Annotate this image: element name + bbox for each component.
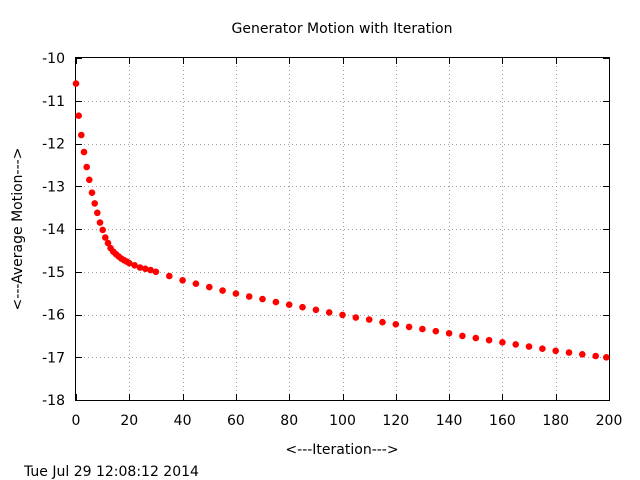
data-point bbox=[312, 306, 320, 314]
data-point bbox=[152, 268, 160, 276]
data-point bbox=[192, 280, 200, 288]
data-point bbox=[147, 266, 154, 274]
data-point bbox=[379, 318, 386, 326]
x-tick-label: 20 bbox=[120, 413, 138, 429]
plot-frame bbox=[75, 57, 610, 401]
data-point bbox=[232, 290, 240, 297]
chart-title: Generator Motion with Iteration bbox=[232, 21, 453, 37]
data-point bbox=[75, 112, 82, 119]
data-point bbox=[102, 234, 109, 241]
data-point bbox=[539, 345, 546, 353]
data-point bbox=[219, 287, 226, 294]
data-point bbox=[259, 295, 266, 303]
data-point bbox=[88, 189, 96, 196]
data-point bbox=[579, 351, 586, 358]
data-points bbox=[72, 80, 610, 361]
data-point bbox=[166, 272, 173, 280]
y-tick-label: -18 bbox=[42, 393, 65, 409]
x-tick-label: 200 bbox=[596, 413, 623, 429]
data-point bbox=[131, 262, 138, 269]
x-tick-label: 140 bbox=[436, 413, 463, 429]
data-point bbox=[472, 334, 480, 342]
data-point bbox=[80, 148, 88, 156]
y-axis-label: <---Average Motion---> bbox=[10, 148, 26, 311]
y-tick-labels: -10 -11 -12 -13 -14 -15 -16 -17 -18 bbox=[42, 51, 65, 409]
data-point bbox=[485, 336, 493, 344]
data-point bbox=[325, 309, 333, 316]
data-point bbox=[126, 259, 133, 267]
data-point bbox=[419, 325, 426, 333]
data-point bbox=[96, 219, 104, 226]
data-point bbox=[459, 332, 466, 340]
data-point bbox=[104, 239, 112, 247]
data-point bbox=[136, 264, 144, 271]
data-point bbox=[392, 321, 400, 328]
data-point bbox=[365, 316, 373, 323]
y-tick-label: -15 bbox=[42, 265, 65, 281]
data-point bbox=[272, 298, 280, 306]
x-tick-label: 100 bbox=[329, 413, 356, 429]
y-tick-label: -17 bbox=[42, 350, 65, 366]
y-tick-label: -14 bbox=[42, 222, 65, 238]
data-point bbox=[78, 131, 85, 139]
x-tick-label: 120 bbox=[382, 413, 409, 429]
y-tick-label: -16 bbox=[42, 308, 65, 324]
y-tick-label: -12 bbox=[42, 137, 65, 153]
data-point bbox=[142, 265, 149, 273]
y-tick-label: -11 bbox=[42, 94, 65, 110]
x-tick-label: 160 bbox=[489, 413, 516, 429]
data-point bbox=[565, 349, 573, 356]
data-point bbox=[552, 347, 559, 355]
data-point bbox=[179, 277, 186, 284]
data-point bbox=[206, 283, 213, 291]
data-point bbox=[445, 330, 453, 337]
x-tick-labels: 0 20 40 60 80 100 120 140 160 180 200 bbox=[72, 413, 623, 429]
y-tick-label: -13 bbox=[42, 179, 65, 195]
data-point bbox=[285, 301, 293, 309]
data-point bbox=[245, 293, 253, 300]
data-point bbox=[603, 354, 610, 361]
data-point bbox=[91, 200, 98, 207]
data-point bbox=[405, 323, 413, 331]
x-tick-label: 60 bbox=[227, 413, 245, 429]
data-point bbox=[512, 341, 519, 348]
timestamp: Tue Jul 29 12:08:12 2014 bbox=[23, 464, 199, 480]
data-point bbox=[592, 352, 599, 360]
x-tick-label: 180 bbox=[542, 413, 569, 429]
data-point bbox=[525, 343, 533, 350]
data-point bbox=[352, 314, 360, 321]
data-point bbox=[72, 80, 80, 87]
x-axis-label: <---Iteration---> bbox=[285, 442, 398, 458]
x-tick-label: 0 bbox=[72, 413, 81, 429]
data-point bbox=[299, 303, 306, 311]
data-point bbox=[86, 176, 93, 184]
data-point bbox=[499, 339, 506, 346]
data-point bbox=[94, 209, 101, 217]
data-point bbox=[432, 327, 440, 335]
y-tick-label: -10 bbox=[42, 51, 65, 67]
x-tick-label: 80 bbox=[280, 413, 298, 429]
x-tick-label: 40 bbox=[174, 413, 192, 429]
data-point bbox=[83, 163, 90, 171]
data-point bbox=[99, 226, 106, 234]
data-point bbox=[339, 311, 346, 319]
